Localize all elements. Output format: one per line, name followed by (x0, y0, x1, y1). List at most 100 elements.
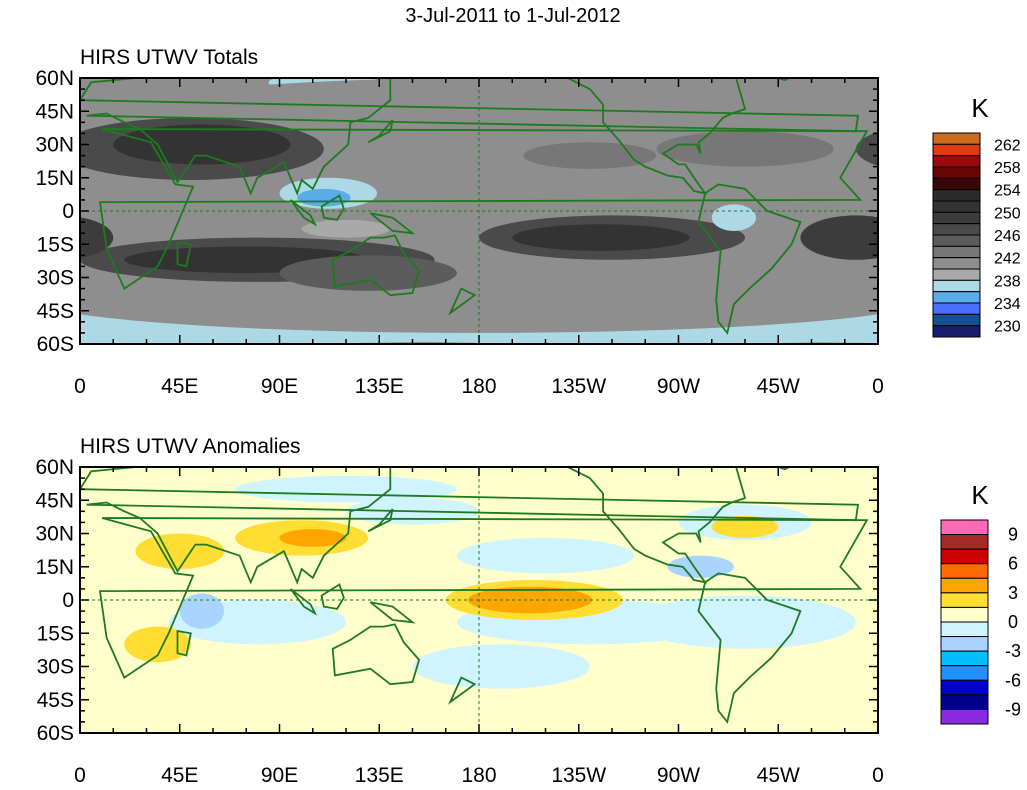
lon-label: 180 (461, 375, 496, 398)
colorbar-label: 258 (994, 160, 1021, 177)
coastline-newguinea (369, 601, 416, 624)
colorbar-label: 6 (1008, 554, 1018, 574)
colorbar-label: 242 (994, 251, 1021, 268)
colorbar-label: -6 (1005, 670, 1021, 690)
colorbar-box (940, 708, 989, 725)
coastline-australia (331, 234, 421, 297)
contour-region (456, 537, 635, 574)
colorbar-label: 262 (994, 137, 1021, 154)
lat-label: 30N (35, 523, 74, 546)
colorbar-box (932, 177, 981, 191)
colorbar-box (940, 592, 989, 608)
colorbar-box (932, 313, 981, 327)
coastline-sumatra (289, 588, 318, 616)
lat-label: 45S (37, 300, 74, 323)
colorbar-box (940, 548, 989, 565)
lon-label: 45E (161, 375, 198, 398)
lon-label: 45E (161, 764, 198, 785)
lon-label: 180 (461, 764, 496, 785)
lat-label: 60S (37, 722, 74, 745)
colorbar-box (940, 665, 989, 681)
colorbar-box (932, 291, 981, 304)
colorbar-box (940, 636, 989, 652)
colorbar-box (940, 694, 989, 710)
colorbar-label: 230 (994, 319, 1021, 336)
lon-label: 0 (74, 764, 86, 785)
lon-label: 0 (74, 375, 86, 398)
colorbar-unit-totals: K (971, 93, 989, 123)
lon-label: 135E (355, 764, 404, 785)
lon-label: 0 (872, 375, 884, 398)
lon-label: 45W (757, 764, 800, 785)
coastline-japan (367, 119, 394, 144)
colorbar-box (932, 234, 981, 247)
coastline-greenland (778, 467, 790, 471)
contour-region (301, 219, 391, 238)
coastline-madagascar (176, 629, 192, 657)
lat-label: 60N (35, 67, 74, 90)
panel-anomalies: HIRS UTWV Anomalies 60N 45N 30N 15N 0 15S 30S 4… (0, 435, 1021, 787)
lon-label: 90W (657, 764, 700, 785)
coastline-borneo (320, 194, 345, 221)
contour-region (0, 131, 36, 166)
lon-label: 0 (872, 764, 884, 785)
colorbar-box (932, 302, 981, 315)
colorbar-box (932, 143, 981, 157)
lat-label: 45N (35, 489, 74, 512)
coastline-namerica (505, 467, 747, 584)
contour-region (656, 131, 834, 167)
colorbar-box (932, 245, 981, 259)
coastline-nz (447, 676, 477, 705)
contour-region (124, 626, 191, 663)
contour-region (279, 255, 457, 291)
lat-label: 60S (37, 333, 74, 356)
lat-label: 30S (37, 656, 74, 679)
coastline-samerica (0, 573, 2, 722)
coastline-africa (98, 128, 869, 290)
colorbar-box (940, 679, 989, 696)
colorbar-box (932, 200, 981, 213)
map-field (0, 78, 878, 344)
contour-region (833, 285, 878, 315)
colorbar-box (940, 519, 989, 536)
coastline-madagascar (176, 240, 192, 268)
contour-region (467, 586, 593, 614)
panel-title-anomalies: HIRS UTWV Anomalies (80, 435, 301, 458)
lat-label: 0 (62, 200, 74, 223)
totals-colorbar: 262 258 254 250 246 242 238 234 230 (932, 132, 1021, 338)
colorbar-label: 9 (1008, 525, 1018, 545)
lon-label: 135W (551, 375, 606, 398)
contour-region (80, 266, 878, 333)
colorbar-label: -3 (1005, 641, 1021, 661)
lat-label: 45N (35, 100, 74, 123)
contour-region (711, 204, 757, 231)
colorbar-label: 254 (994, 183, 1021, 200)
anomalies-colorbar: 9 6 3 0 -3 -6 -9 (940, 519, 1021, 725)
lat-label: 0 (62, 589, 74, 612)
contour-region (800, 215, 878, 260)
colorbar-box (932, 325, 981, 338)
coastline-samerica (0, 184, 2, 333)
lon-label: 90E (261, 375, 298, 398)
panel-totals: HIRS UTWV Totals 60N 45N 30N 15N 0 15S 30S 45S 6… (0, 46, 1021, 398)
lon-label: 135E (355, 375, 404, 398)
colorbar-box (932, 257, 981, 270)
contour-region (634, 595, 856, 649)
lat-label: 30N (35, 134, 74, 157)
lat-label: 30S (37, 267, 74, 290)
colorbar-unit-anomalies: K (971, 480, 989, 510)
coastline-africa (98, 517, 869, 679)
colorbar-box (932, 268, 981, 281)
colorbar-box (932, 166, 981, 179)
coastline-eurasia (80, 467, 860, 585)
map-field (0, 467, 878, 733)
contour-region (412, 644, 590, 689)
lat-label: 15N (35, 556, 74, 579)
colorbar-label: 3 (1008, 583, 1018, 603)
colorbar-box (940, 534, 989, 550)
lat-label: 45S (37, 689, 74, 712)
colorbar-box (940, 577, 989, 594)
colorbar-label: -9 (1005, 699, 1021, 719)
